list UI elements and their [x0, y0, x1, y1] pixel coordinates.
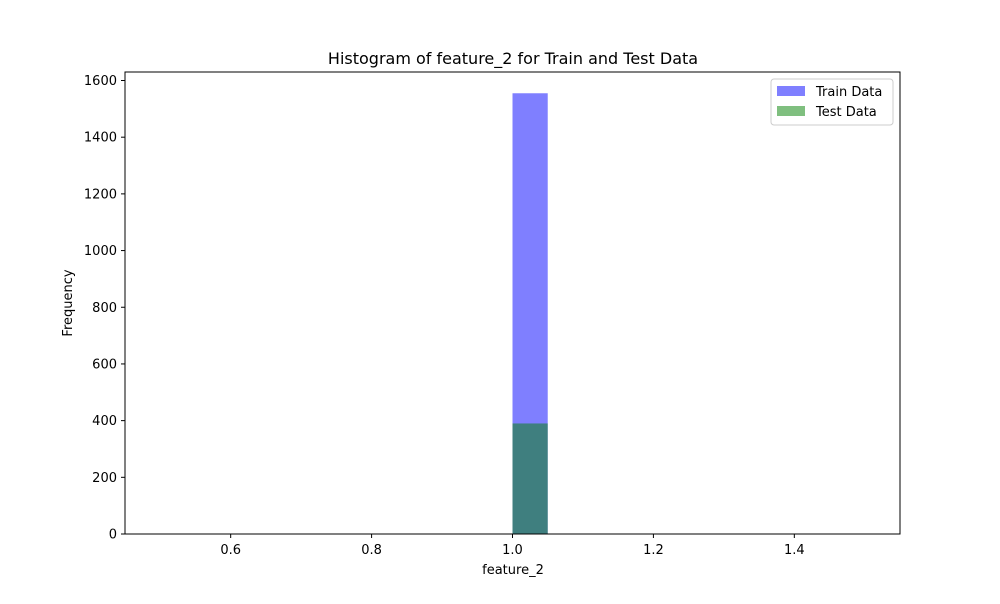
legend-swatch-train [777, 86, 805, 96]
y-tick-label: 1400 [84, 131, 117, 146]
y-tick-label: 0 [109, 528, 117, 543]
y-axis-label: Frequency [61, 269, 76, 336]
x-axis-ticks: 0.6 0.8 1.0 1.2 1.4 [220, 534, 805, 558]
y-tick-label: 1600 [84, 74, 117, 89]
legend-label-test: Test Data [815, 105, 877, 120]
legend: Train Data Test Data [770, 78, 894, 126]
bar-test-data-0 [512, 423, 548, 534]
x-tick-label: 1.4 [784, 543, 805, 558]
y-tick-label: 1000 [84, 244, 117, 259]
x-tick-label: 1.0 [502, 543, 523, 558]
y-tick-label: 600 [92, 357, 117, 372]
x-tick-label: 1.2 [643, 543, 664, 558]
chart-title: Histogram of feature_2 for Train and Tes… [328, 49, 698, 69]
x-axis-label: feature_2 [482, 563, 544, 578]
x-tick-label: 0.8 [361, 543, 382, 558]
legend-swatch-test [777, 106, 805, 116]
y-tick-label: 800 [92, 301, 117, 316]
y-tick-label: 1200 [84, 187, 117, 202]
bars-layer [512, 93, 548, 535]
legend-label-train: Train Data [815, 85, 882, 100]
y-axis-ticks: 0 200 400 600 800 1000 1200 1400 1600 [84, 74, 125, 543]
y-tick-label: 400 [92, 414, 117, 429]
y-tick-label: 200 [92, 471, 117, 486]
x-tick-label: 0.6 [220, 543, 241, 558]
